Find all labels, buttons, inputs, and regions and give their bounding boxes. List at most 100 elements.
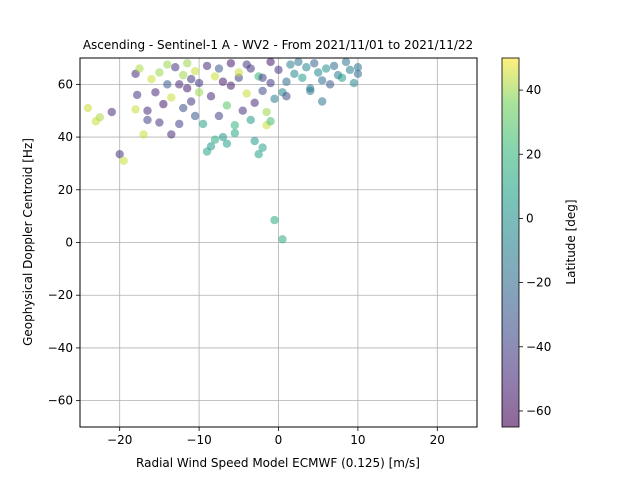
data-point [206,142,216,151]
data-point [325,80,335,89]
data-points [83,57,363,244]
data-point [222,139,232,148]
data-point [210,135,220,144]
data-point [290,69,299,79]
data-point [214,111,224,121]
data-point [262,107,271,117]
data-point [258,73,267,82]
data-point [186,74,196,84]
data-point [337,73,347,82]
data-point [353,63,363,72]
data-point [95,113,105,122]
y-axis-label: Geophysical Doppler Centroid [Hz] [21,138,35,346]
data-point [190,111,200,121]
data-point [278,235,287,244]
data-point [202,61,212,71]
data-point [246,115,255,125]
data-point [266,117,275,126]
data-point [194,78,204,88]
data-point [135,64,144,73]
data-point [167,93,176,102]
colorbar-tick-label: −60 [526,404,551,418]
data-point [270,94,279,104]
data-point [147,74,156,84]
data-point [218,77,228,86]
y-tick-label: −60 [48,394,73,408]
data-point [175,80,184,89]
data-point [298,73,307,82]
data-point [182,59,192,68]
data-point [155,68,164,77]
x-tick-label: 10 [350,433,365,447]
data-point [159,99,168,109]
data-point [310,59,319,68]
data-point [182,84,192,93]
x-axis-ticks: −20 −10 0 10 20 [107,427,445,447]
colorbar [502,58,519,427]
colorbar-tick-label: 40 [526,83,541,97]
data-point [83,103,93,113]
data-point [186,97,196,106]
data-point [250,98,259,108]
data-point [139,130,148,139]
data-point [266,57,275,67]
data-point [317,97,327,106]
x-tick-label: 20 [430,433,445,447]
colorbar-tick-label: −40 [526,340,551,354]
data-point [198,119,208,129]
data-point [282,77,291,86]
y-axis-ticks: −60 −40 −20 0 20 40 60 [48,77,80,408]
colorbar-tick-label: 0 [526,211,534,225]
data-point [132,90,142,100]
data-point [226,59,236,68]
data-point [230,121,240,130]
grid-lines [80,58,477,427]
data-point [222,101,232,110]
data-point [270,215,279,225]
y-tick-label: 0 [65,236,73,250]
data-point [163,80,172,89]
data-point [234,68,243,77]
data-point [119,156,128,165]
y-tick-label: 60 [58,77,73,91]
data-point [218,132,228,142]
data-point [179,103,188,113]
data-point [345,65,355,75]
data-point [107,107,116,117]
y-tick-label: −20 [48,288,73,302]
data-point [175,119,184,129]
data-point [226,81,236,90]
data-point [349,78,359,88]
data-point [306,86,315,96]
y-tick-label: 20 [58,183,73,197]
colorbar-tick-label: 20 [526,147,541,161]
data-point [230,128,240,138]
data-point [143,106,152,115]
chart-title: Ascending - Sentinel-1 A - WV2 - From 20… [83,38,473,52]
x-axis-label: Radial Wind Speed Model ECMWF (0.125) [m… [136,456,420,470]
data-point [214,64,224,73]
data-point [131,105,140,114]
data-point [302,63,311,72]
data-point [254,150,263,159]
colorbar-tick-label: −20 [526,276,551,290]
data-point [274,65,283,75]
data-point [294,57,303,67]
data-point [246,64,255,73]
data-point [115,150,124,159]
data-point [206,92,216,101]
data-point [258,86,267,96]
data-point [266,78,275,88]
x-tick-label: −10 [186,433,211,447]
data-point [194,88,204,97]
colorbar-label: Latitude [deg] [564,199,578,284]
data-point [163,60,172,69]
y-tick-label: −40 [48,341,73,355]
x-tick-label: −20 [107,433,132,447]
data-point [353,69,363,79]
data-point [341,57,351,67]
colorbar-frame [501,57,520,428]
data-point [167,130,176,139]
data-point [317,76,327,85]
